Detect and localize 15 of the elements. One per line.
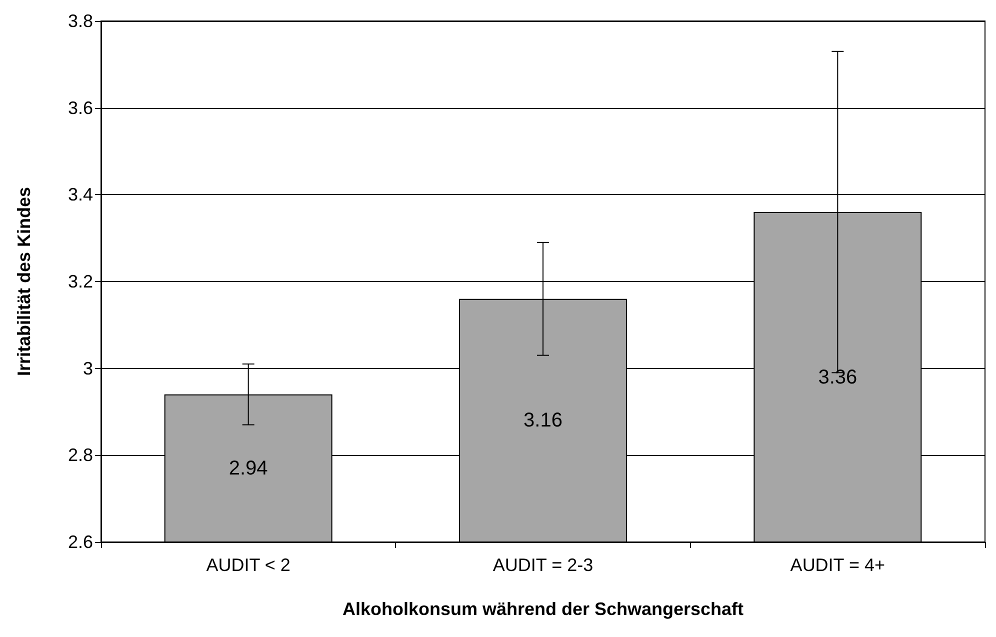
y-tick-label: 3 [82, 358, 93, 378]
y-tick-label: 3.6 [68, 98, 93, 118]
data-label: 3.16 [524, 410, 562, 432]
y-tick-label: 2.8 [68, 445, 93, 466]
y-tick-label: 2.6 [68, 532, 93, 552]
x-axis-title: Alkoholkonsum während der Schwangerschaft [342, 599, 744, 619]
y-tick-label: 3.4 [68, 184, 93, 205]
data-label: 2.94 [228, 457, 268, 480]
x-tick-label: AUDIT = 2-3 [492, 555, 594, 575]
x-tick-label: AUDIT = 4+ [790, 555, 886, 575]
y-tick-label: 3.8 [68, 11, 93, 31]
y-axis-title: Irritabilität des Kindes [14, 186, 34, 376]
data-label: 3.36 [818, 366, 858, 388]
x-tick-label: AUDIT < 2 [206, 555, 290, 575]
y-tick-label: 3.2 [68, 272, 93, 292]
